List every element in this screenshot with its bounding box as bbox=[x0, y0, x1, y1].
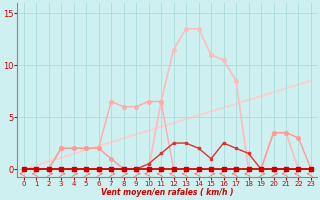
X-axis label: Vent moyen/en rafales ( km/h ): Vent moyen/en rafales ( km/h ) bbox=[101, 188, 234, 197]
